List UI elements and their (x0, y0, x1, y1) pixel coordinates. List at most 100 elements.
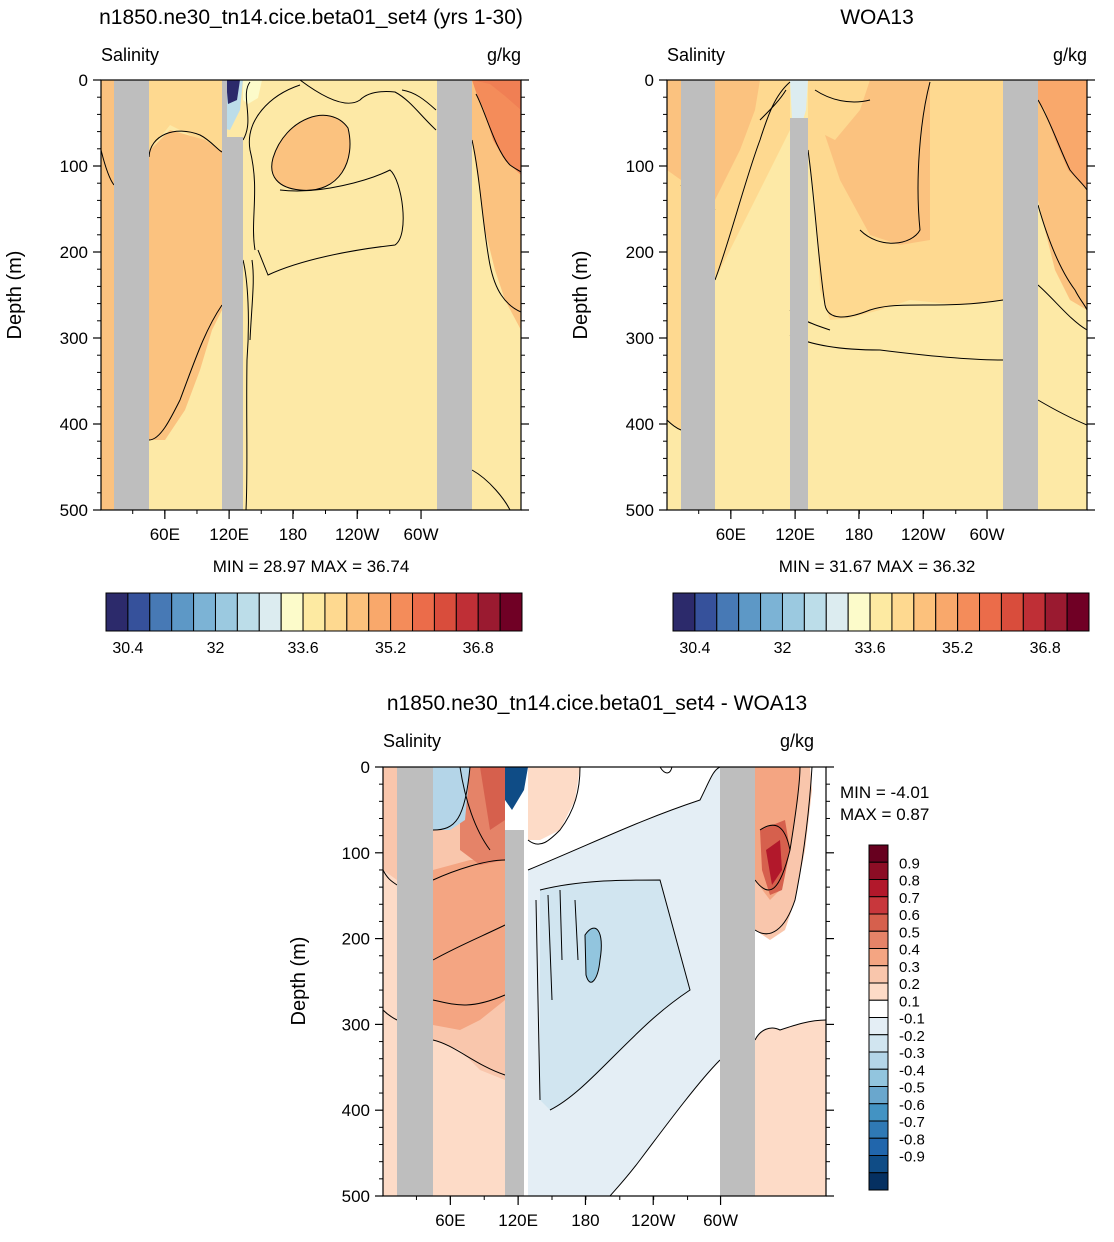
panel-diff-title: n1850.ne30_tn14.cice.beta01_set4 - WOA13 (387, 692, 807, 715)
x-tick-label: 180 (845, 525, 873, 544)
colorbar-box (368, 592, 392, 632)
colorbar-box (868, 1155, 889, 1174)
panel-diff: n1850.ne30_tn14.cice.beta01_set4 - WOA13… (288, 692, 929, 1230)
x-tick-label: 120W (335, 525, 379, 544)
colorbar-box (869, 592, 893, 632)
y-tick-label: 100 (626, 157, 654, 176)
panel-diff-stats-max: MAX = 0.87 (840, 805, 929, 824)
colorbar-box (891, 592, 915, 632)
panel-model-title: n1850.ne30_tn14.cice.beta01_set4 (yrs 1-… (99, 6, 523, 29)
colorbar-box (868, 965, 889, 984)
colorbar-box (781, 592, 805, 632)
colorbar-box (868, 930, 889, 949)
x-tick-label: 120W (631, 1211, 675, 1230)
colorbar-box (171, 592, 195, 632)
colorbar-box (214, 592, 238, 632)
colorbar-box (868, 999, 889, 1018)
colorbar-box (694, 592, 718, 632)
colorbar-box (868, 1017, 889, 1036)
colorbar-label: 33.6 (287, 640, 318, 657)
panel-model-right-string: g/kg (487, 45, 521, 65)
colorbar-box (1066, 592, 1090, 632)
x-tick-label: 180 (279, 525, 307, 544)
colorbar-label: 0.2 (899, 976, 920, 993)
colorbar-label: 36.8 (463, 640, 494, 657)
panel-diff-colorbar: 0.90.80.70.60.50.40.30.20.1-0.1-0.2-0.3-… (868, 844, 925, 1191)
x-tick-label: 120E (209, 525, 249, 544)
x-tick-label: 60E (435, 1211, 465, 1230)
colorbar-box (868, 1068, 889, 1087)
colorbar-label: 0.8 (899, 873, 920, 890)
colorbar-label: 0.4 (899, 942, 920, 959)
panel-model-stats: MIN = 28.97 MAX = 36.74 (213, 557, 410, 576)
y-tick-label: 100 (60, 157, 88, 176)
x-tick-label: 60W (404, 525, 439, 544)
panel-diff-right-string: g/kg (780, 731, 814, 751)
colorbar-label: 33.6 (854, 640, 885, 657)
colorbar-box (868, 861, 889, 880)
y-tick-label: 0 (361, 758, 370, 777)
y-tick-label: 400 (342, 1101, 370, 1120)
y-tick-label: 300 (342, 1015, 370, 1034)
panel-obs-right-string: g/kg (1053, 45, 1087, 65)
panel-obs-field (667, 80, 1087, 510)
colorbar-box (868, 913, 889, 932)
x-tick-label: 120W (901, 525, 945, 544)
colorbar-box (324, 592, 348, 632)
colorbar-box (803, 592, 827, 632)
panel-model: n1850.ne30_tn14.cice.beta01_set4 (yrs 1-… (4, 6, 529, 657)
colorbar-box (868, 1051, 889, 1070)
colorbar-label: -0.7 (899, 1114, 925, 1131)
y-tick-label: 300 (626, 329, 654, 348)
colorbar-label: 36.8 (1030, 640, 1061, 657)
colorbar-label: 0.6 (899, 907, 920, 924)
colorbar-label: -0.9 (899, 1149, 925, 1166)
colorbar-box (847, 592, 871, 632)
y-tick-label: 200 (60, 243, 88, 262)
panel-obs: WOA13 Salinity g/kg Depth (m) (570, 6, 1095, 657)
colorbar-box (477, 592, 501, 632)
colorbar-label: -0.3 (899, 1045, 925, 1062)
colorbar-box (913, 592, 937, 632)
colorbar-box (258, 592, 282, 632)
colorbar-box (1000, 592, 1024, 632)
colorbar-label: 30.4 (112, 640, 143, 657)
colorbar-box (302, 592, 326, 632)
colorbar-label: 0.5 (899, 924, 920, 941)
y-tick-label: 200 (626, 243, 654, 262)
colorbar-label: 35.2 (942, 640, 973, 657)
y-tick-label: 0 (645, 71, 654, 90)
panel-obs-stats: MIN = 31.67 MAX = 36.32 (779, 557, 976, 576)
colorbar-label: -0.6 (899, 1097, 925, 1114)
panel-diff-left-string: Salinity (383, 731, 441, 751)
colorbar-box (193, 592, 216, 632)
colorbar-label: 0.7 (899, 890, 920, 907)
colorbar-label: 0.9 (899, 855, 920, 872)
colorbar-label: -0.5 (899, 1080, 925, 1097)
y-tick-label: 300 (60, 329, 88, 348)
colorbar-box (346, 592, 370, 632)
colorbar-box (868, 948, 889, 967)
y-tick-label: 400 (60, 415, 88, 434)
y-tick-label: 500 (60, 501, 88, 520)
colorbar-box (979, 592, 1002, 632)
colorbar-box (236, 592, 260, 632)
x-tick-label: 60W (970, 525, 1005, 544)
colorbar-label: 0.1 (899, 993, 920, 1010)
panel-obs-left-string: Salinity (667, 45, 725, 65)
panel-obs-ylabel: Depth (m) (570, 251, 592, 340)
panel-model-colorbar: 30.4 32 33.6 35.2 36.8 (105, 592, 523, 657)
panel-diff-field (383, 767, 826, 1196)
panel-model-left-string: Salinity (101, 45, 159, 65)
colorbar-box (868, 1120, 889, 1139)
colorbar-box (738, 592, 762, 632)
colorbar-box (868, 1103, 889, 1122)
panel-diff-ylabel: Depth (m) (288, 937, 310, 1026)
colorbar-box (868, 982, 889, 1001)
colorbar-box (412, 592, 435, 632)
y-tick-label: 500 (626, 501, 654, 520)
colorbar-box (149, 592, 173, 632)
x-tick-label: 120E (498, 1211, 538, 1230)
x-tick-label: 60E (716, 525, 746, 544)
